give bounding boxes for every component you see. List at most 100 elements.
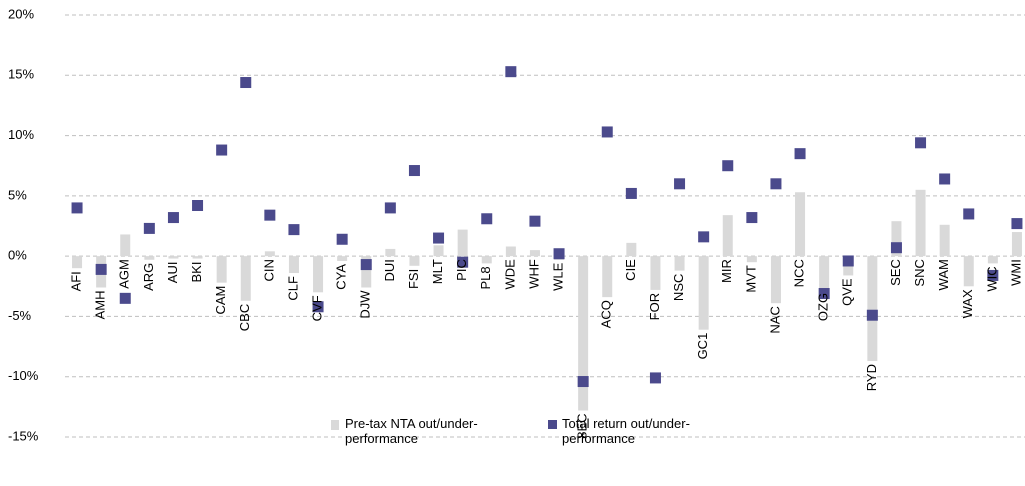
point	[95, 263, 107, 275]
x-tick-label: FOR	[647, 293, 662, 320]
y-tick-label: -15%	[8, 428, 39, 443]
x-tick-label: BKI	[189, 262, 204, 283]
point	[167, 212, 179, 224]
x-tick-label: AUI	[165, 262, 180, 284]
legend-item: Pre-tax NTA out/under-performance	[331, 416, 481, 446]
point	[408, 165, 420, 177]
bar	[770, 256, 781, 304]
x-tick-label: RYD	[864, 364, 879, 391]
bar	[795, 192, 806, 257]
legend-key	[548, 420, 557, 429]
x-tick-label: WHF	[526, 259, 541, 289]
x-tick-label: NSC	[671, 274, 686, 301]
y-tick-label: 20%	[8, 6, 34, 21]
point	[915, 137, 927, 149]
point	[143, 222, 155, 234]
bar	[168, 256, 179, 259]
point	[1011, 218, 1023, 230]
point	[746, 212, 758, 224]
x-tick-label: SNC	[912, 259, 927, 286]
bar	[72, 256, 83, 269]
point	[288, 224, 300, 236]
bar	[288, 256, 299, 274]
x-tick-label: AGM	[117, 259, 132, 289]
point	[119, 292, 131, 304]
point	[987, 269, 999, 281]
point	[625, 187, 637, 199]
bar	[698, 256, 709, 330]
y-tick-label: -5%	[8, 308, 32, 323]
x-tick-label: WDE	[502, 259, 517, 290]
point	[71, 202, 83, 214]
bar	[602, 256, 613, 298]
bar	[192, 256, 203, 259]
point	[649, 372, 661, 384]
point	[192, 200, 204, 212]
bar	[987, 256, 998, 264]
x-tick-label: WLE	[550, 262, 565, 291]
point	[505, 66, 517, 78]
bar	[361, 256, 372, 288]
x-tick-label: NCC	[791, 259, 806, 287]
bar	[626, 242, 637, 257]
point	[433, 232, 445, 244]
x-tick-label: CAM	[213, 286, 228, 315]
point	[601, 126, 613, 138]
point	[939, 173, 951, 185]
bar	[674, 256, 685, 271]
x-tick-label: WIC	[984, 266, 999, 291]
bar	[1011, 232, 1022, 257]
point	[264, 209, 276, 221]
x-tick-label: PIC	[454, 259, 469, 281]
x-tick-label: MLT	[430, 259, 445, 284]
x-tick-label: CVF	[309, 295, 324, 321]
bar	[939, 224, 950, 257]
x-tick-label: CBC	[237, 304, 252, 331]
x-tick-label: CYA	[334, 264, 349, 290]
point	[963, 208, 975, 220]
x-tick-label: GC1	[695, 333, 710, 360]
point	[698, 231, 710, 243]
bar	[529, 250, 540, 257]
bar	[819, 256, 830, 290]
point	[384, 202, 396, 214]
point	[890, 242, 902, 254]
bar	[867, 256, 878, 362]
x-tick-label: NAC	[767, 306, 782, 333]
bar	[337, 256, 348, 261]
point	[866, 309, 878, 321]
legend-swatch	[548, 420, 557, 429]
bar	[216, 256, 227, 283]
bar	[433, 245, 444, 257]
bar	[963, 256, 974, 287]
bar	[120, 234, 131, 257]
point	[722, 160, 734, 172]
bar	[240, 256, 251, 301]
x-tick-label: ARG	[141, 263, 156, 291]
y-tick-label: 0%	[8, 248, 27, 263]
legend-key	[331, 420, 339, 430]
point	[770, 178, 782, 190]
bar	[891, 221, 902, 257]
point	[674, 178, 686, 190]
bar	[650, 256, 661, 290]
x-tick-label: DUI	[382, 259, 397, 281]
bar	[505, 246, 516, 257]
x-tick-label: OZG	[816, 293, 831, 321]
bar	[578, 256, 589, 411]
point	[457, 256, 469, 268]
x-tick-label: MIR	[719, 259, 734, 283]
x-tick-label: AFI	[68, 271, 83, 291]
x-tick-label: CIN	[261, 259, 276, 281]
legend-item: Total return out/under-performance	[548, 416, 698, 446]
point	[481, 213, 493, 225]
bar	[385, 248, 396, 257]
point	[240, 77, 252, 89]
x-tick-label: WAX	[960, 289, 975, 318]
x-tick-label: AMH	[93, 290, 108, 319]
x-tick-label: WAM	[936, 259, 951, 290]
x-tick-label: 8EC	[575, 413, 590, 438]
point	[360, 259, 372, 271]
x-tick-label: CIE	[623, 259, 638, 281]
